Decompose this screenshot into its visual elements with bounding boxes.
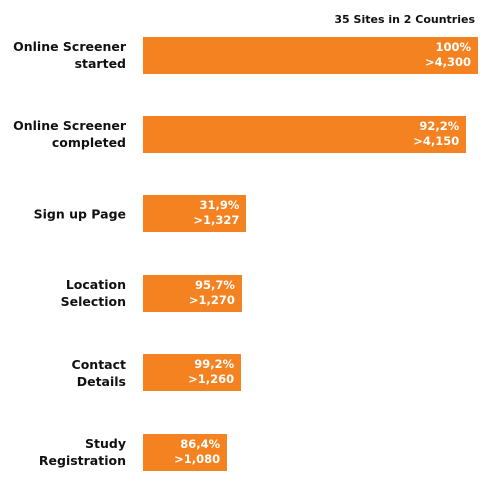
percent-label: 100% bbox=[435, 39, 471, 54]
value-label: >1,260 bbox=[188, 372, 235, 387]
category-label: Location Selection bbox=[60, 277, 126, 310]
value-label: >1,327 bbox=[193, 213, 240, 228]
bar: 31,9% >1,327 bbox=[143, 195, 247, 233]
category-label: Study Registration bbox=[38, 436, 126, 468]
value-label: >4,300 bbox=[424, 54, 471, 69]
chart-subtitle: 35 Sites in 2 Countries bbox=[334, 13, 475, 26]
percent-label: 92,2% bbox=[419, 118, 460, 133]
percent-label: 95,7% bbox=[195, 277, 235, 292]
percent-label: 31,9% bbox=[199, 198, 240, 213]
bar: 95,7% >1,270 bbox=[143, 274, 242, 312]
value-label: >4,150 bbox=[413, 133, 460, 148]
percent-label: 99,2% bbox=[194, 357, 235, 372]
percent-label: 86,4% bbox=[180, 436, 221, 451]
bar: 86,4% >1,080 bbox=[143, 433, 228, 471]
category-label: Sign up Page bbox=[33, 206, 126, 222]
value-label: >1,270 bbox=[188, 292, 235, 307]
value-label: >1,080 bbox=[174, 451, 221, 466]
category-label: Online Screener started bbox=[13, 39, 126, 71]
bar: 92,2% >4,150 bbox=[143, 115, 467, 153]
bar: 100% >4,300 bbox=[143, 36, 478, 74]
bar: 99,2% >1,260 bbox=[143, 354, 242, 392]
category-label: Contact Details bbox=[71, 356, 126, 389]
category-label: Online Screener completed bbox=[13, 118, 126, 151]
